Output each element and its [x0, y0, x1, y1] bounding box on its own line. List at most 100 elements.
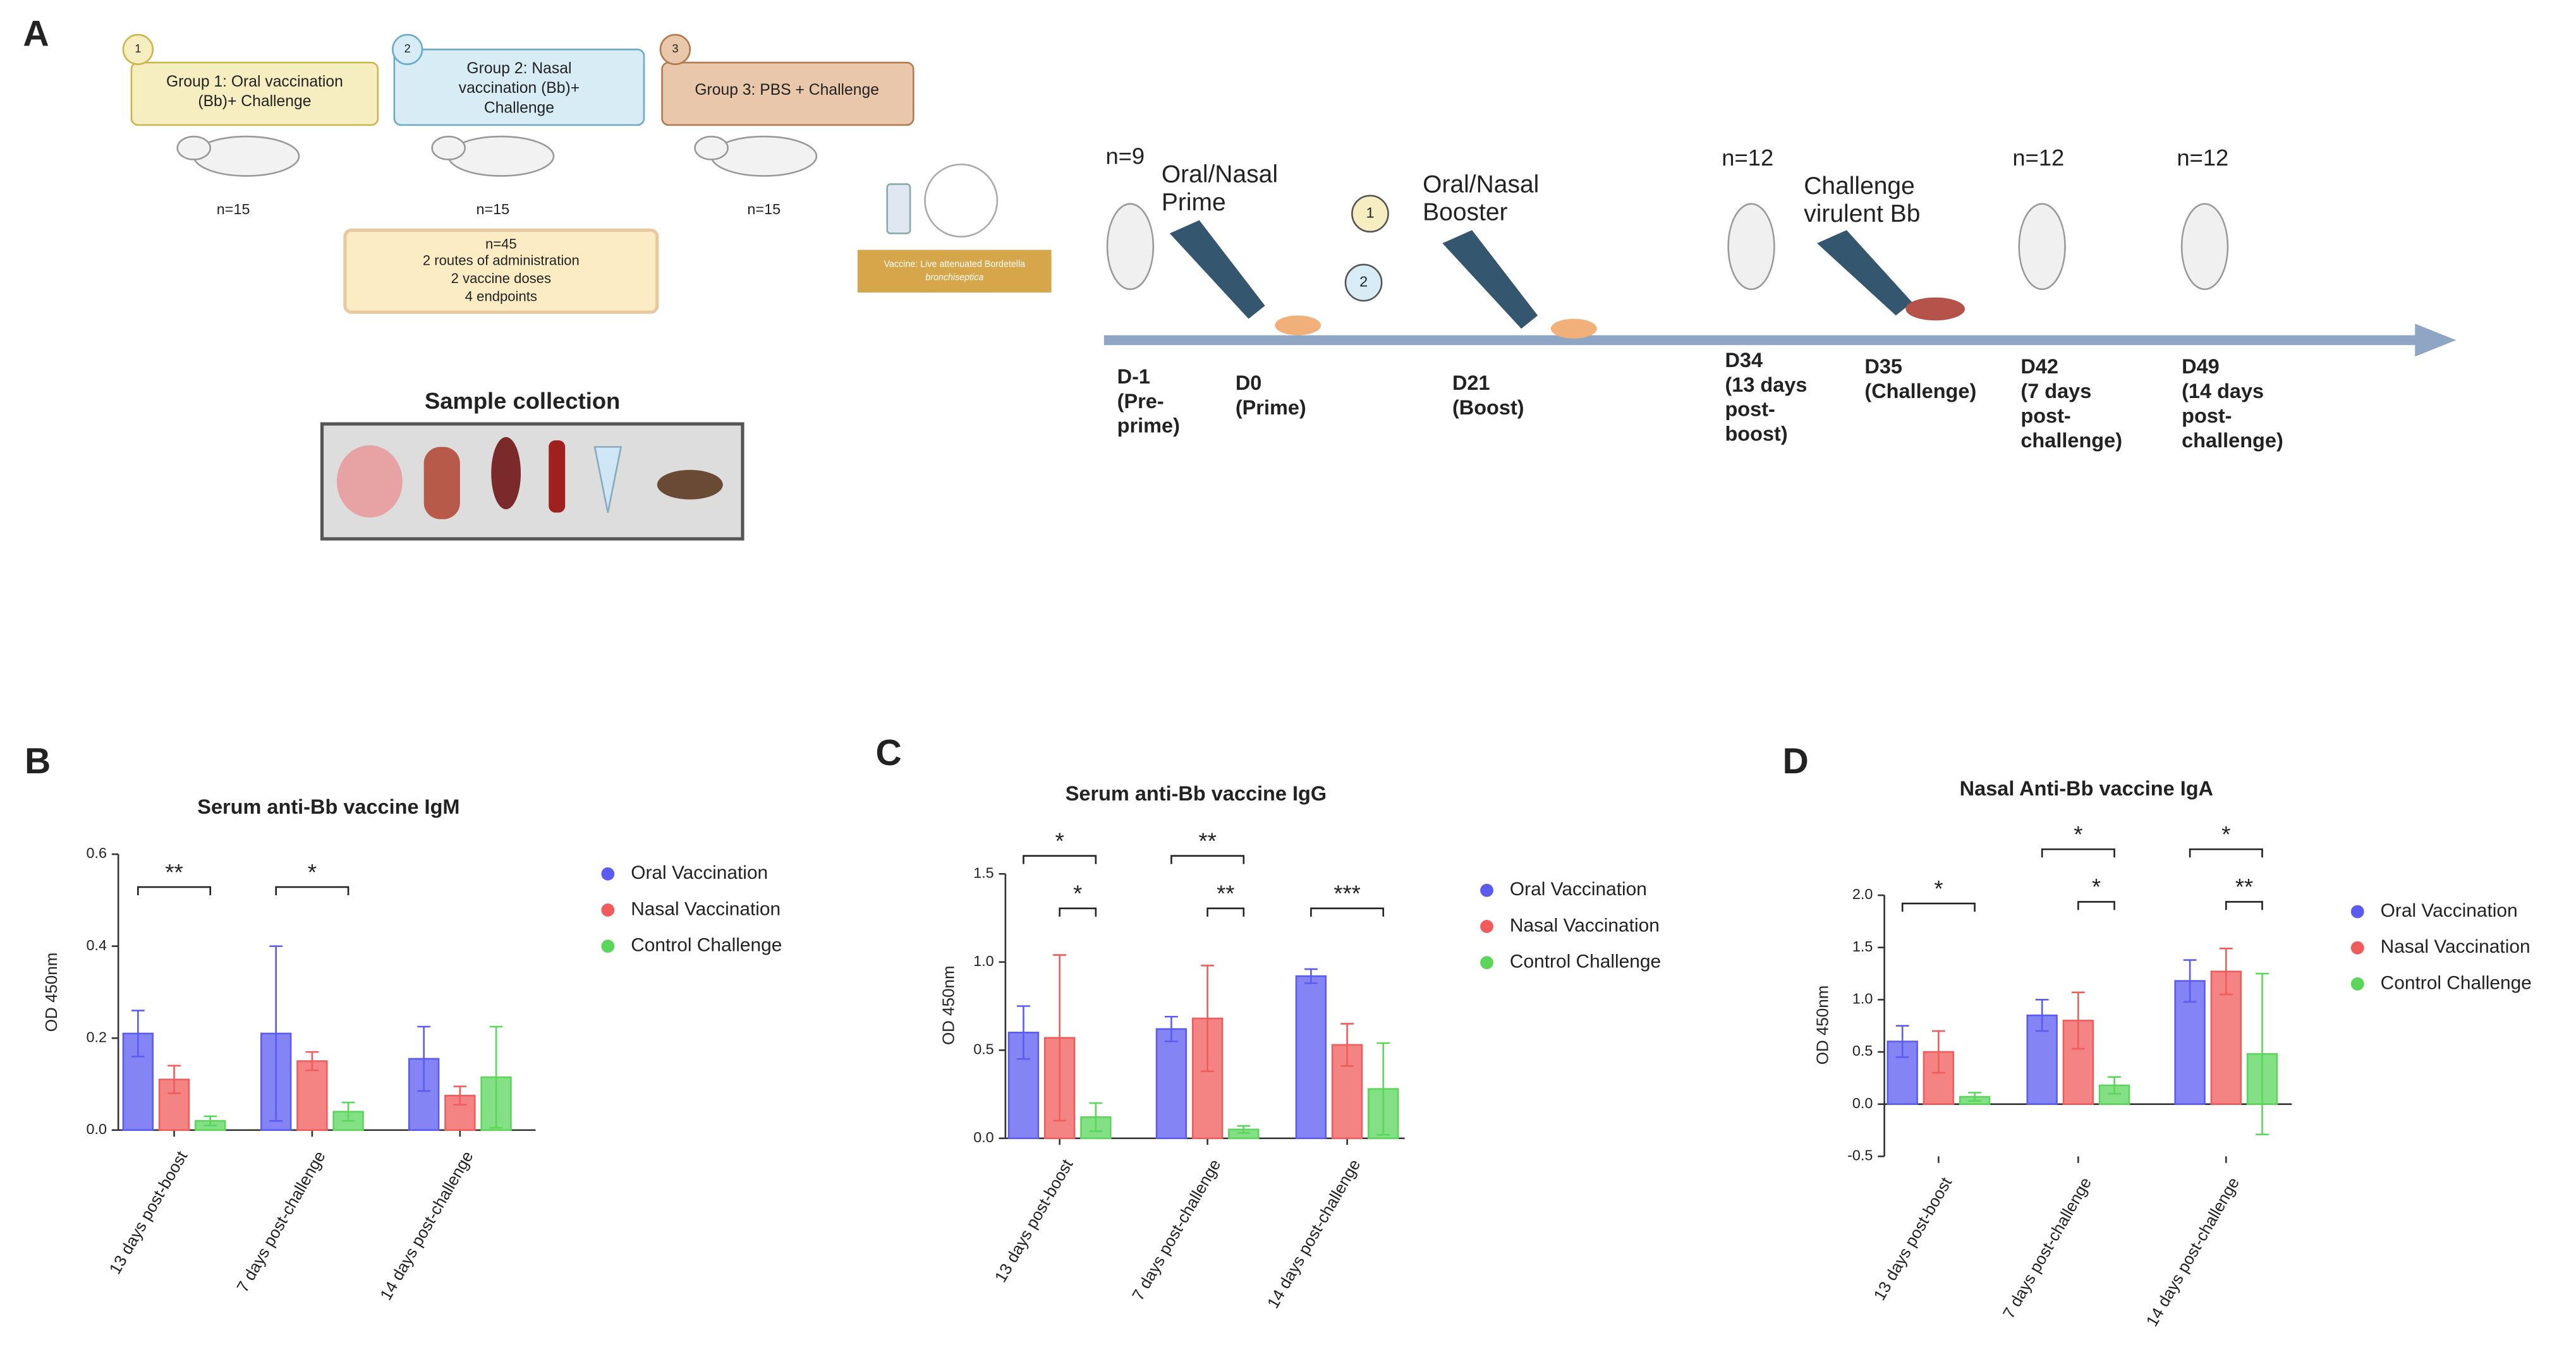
timepoint-label: challenge) — [2182, 429, 2283, 452]
significance-label: * — [1934, 876, 1943, 902]
error-bar — [2108, 1076, 2121, 1095]
panel-letter: B — [25, 741, 51, 782]
y-tick-label: 0.5 — [1852, 1042, 1873, 1059]
timepoint-label: post- — [1725, 398, 1775, 421]
significance-label: *** — [1334, 881, 1360, 907]
timepoint-label: (7 days — [2020, 380, 2091, 402]
group-text: vaccination (Bb)+ — [459, 80, 580, 97]
y-tick-label: 0.0 — [1852, 1095, 1873, 1111]
error-bar — [1165, 1015, 1178, 1042]
event-n: n=9 — [1105, 143, 1145, 169]
error-bar — [167, 1065, 181, 1094]
significance-bracket — [1310, 907, 1385, 917]
x-tick-label: 13 days post-boost — [106, 1147, 191, 1277]
bar — [1191, 1017, 1224, 1140]
chart-title: Serum anti-Bb vaccine IgM — [197, 795, 459, 818]
significance-bracket — [1170, 855, 1245, 864]
group-n: n=15 — [477, 201, 510, 217]
y-tick-label: -0.5 — [1847, 1147, 1873, 1164]
y-tick-label: 2.0 — [1852, 886, 1873, 902]
error-bar — [1340, 1023, 1354, 1067]
timepoint-label: (Pre- — [1117, 390, 1164, 413]
vaccine-vial — [886, 183, 911, 234]
significance-label: ** — [165, 859, 183, 885]
error-bar — [489, 1025, 503, 1129]
y-tick-label: 0.0 — [973, 1129, 993, 1145]
error-bar — [417, 1025, 431, 1092]
y-tick-label: 1.5 — [1852, 938, 1873, 955]
timepoint-label: D49 — [2182, 355, 2220, 378]
error-bar — [1304, 968, 1318, 984]
error-bar — [1053, 954, 1067, 1122]
timepoint-label: challenge) — [2020, 429, 2122, 452]
chart: C Serum anti-Bb vaccine IgG OD 450nm 0.0 0.5… — [876, 733, 1662, 1312]
error-bar — [1968, 1092, 1981, 1102]
group-box — [393, 48, 645, 126]
group-number: 2 — [404, 42, 411, 55]
summary-text: 2 routes of administration — [423, 252, 580, 268]
timeline-mice — [1106, 203, 2229, 291]
group-text: Group 3: PBS + Challenge — [695, 81, 879, 99]
error-bar — [1089, 1102, 1103, 1132]
legend-marker — [1480, 920, 1493, 933]
group-number: 1 — [135, 42, 141, 55]
dose-badge — [1344, 263, 1383, 302]
legend-label: Nasal Vaccination — [1510, 915, 1660, 936]
timeline-devices — [1169, 220, 1965, 339]
error-bar — [2071, 991, 2085, 1050]
x-tick-label: 7 days post-challenge — [1128, 1156, 1224, 1304]
significance-bracket — [137, 886, 212, 896]
error-bar — [1017, 1005, 1030, 1060]
significance-bracket — [275, 886, 349, 896]
sample-icons — [336, 437, 723, 519]
y-axis-label: OD 450nm — [939, 965, 957, 1045]
bar — [1043, 1037, 1076, 1140]
x-tick-label: 13 days post-boost — [1869, 1173, 1955, 1303]
event-label: Booster — [1423, 199, 1507, 226]
dose-number: 2 — [1359, 274, 1368, 290]
timepoint-label: D0 — [1236, 371, 1262, 394]
legend-marker — [1480, 956, 1493, 970]
timepoint-label: D21 — [1452, 371, 1490, 394]
sample-collection-title: Sample collection — [425, 388, 620, 414]
significance-bracket — [2225, 901, 2263, 910]
significance-bracket — [1059, 907, 1097, 917]
y-tick-label: 0.2 — [86, 1029, 107, 1045]
timepoint-label: (14 days — [2182, 380, 2264, 402]
event-label: Oral/Nasal — [1423, 171, 1539, 198]
bar — [1295, 975, 1327, 1140]
bar — [296, 1060, 328, 1132]
significance-label: * — [1073, 881, 1082, 907]
error-bar — [1237, 1125, 1251, 1134]
panel-letter: D — [1782, 741, 1808, 782]
legend-marker — [601, 867, 615, 881]
legend-label: Nasal Vaccination — [2381, 936, 2530, 957]
chart-title: Nasal Anti-Bb vaccine IgA — [1960, 777, 2213, 800]
bar — [1331, 1044, 1363, 1140]
event-label: Challenge — [1804, 172, 1915, 200]
timepoint-label: D-1 — [1117, 365, 1150, 388]
vaccine-icon — [924, 163, 999, 238]
timepoint-label: D35 — [1864, 355, 1902, 378]
x-tick-label: 14 days post-challenge — [2142, 1174, 2243, 1329]
group-text: (Bb)+ Challenge — [198, 93, 311, 110]
error-bar — [1932, 1030, 1945, 1074]
significance-label: * — [1055, 828, 1064, 854]
y-tick-label: 0.5 — [973, 1041, 993, 1057]
legend-marker — [601, 939, 615, 953]
group-box — [661, 61, 914, 126]
timeline-arrowhead — [2415, 323, 2457, 357]
timepoint-label: D42 — [2020, 355, 2058, 378]
y-tick-label: 1.0 — [973, 953, 993, 969]
error-bar — [453, 1085, 467, 1106]
y-axis-label: OD 450nm — [42, 953, 61, 1032]
timepoint-label: (Boost) — [1452, 396, 1524, 419]
vaccine-label-box — [857, 250, 1052, 293]
legend-marker — [601, 903, 615, 917]
y-tick-label: 0.0 — [86, 1121, 107, 1137]
error-bar — [305, 1051, 319, 1071]
x-tick-label: 7 days post-challenge — [233, 1148, 329, 1296]
significance-bracket — [1206, 907, 1245, 917]
group-text: Challenge — [484, 99, 554, 116]
event-n: n=12 — [1722, 145, 1773, 171]
